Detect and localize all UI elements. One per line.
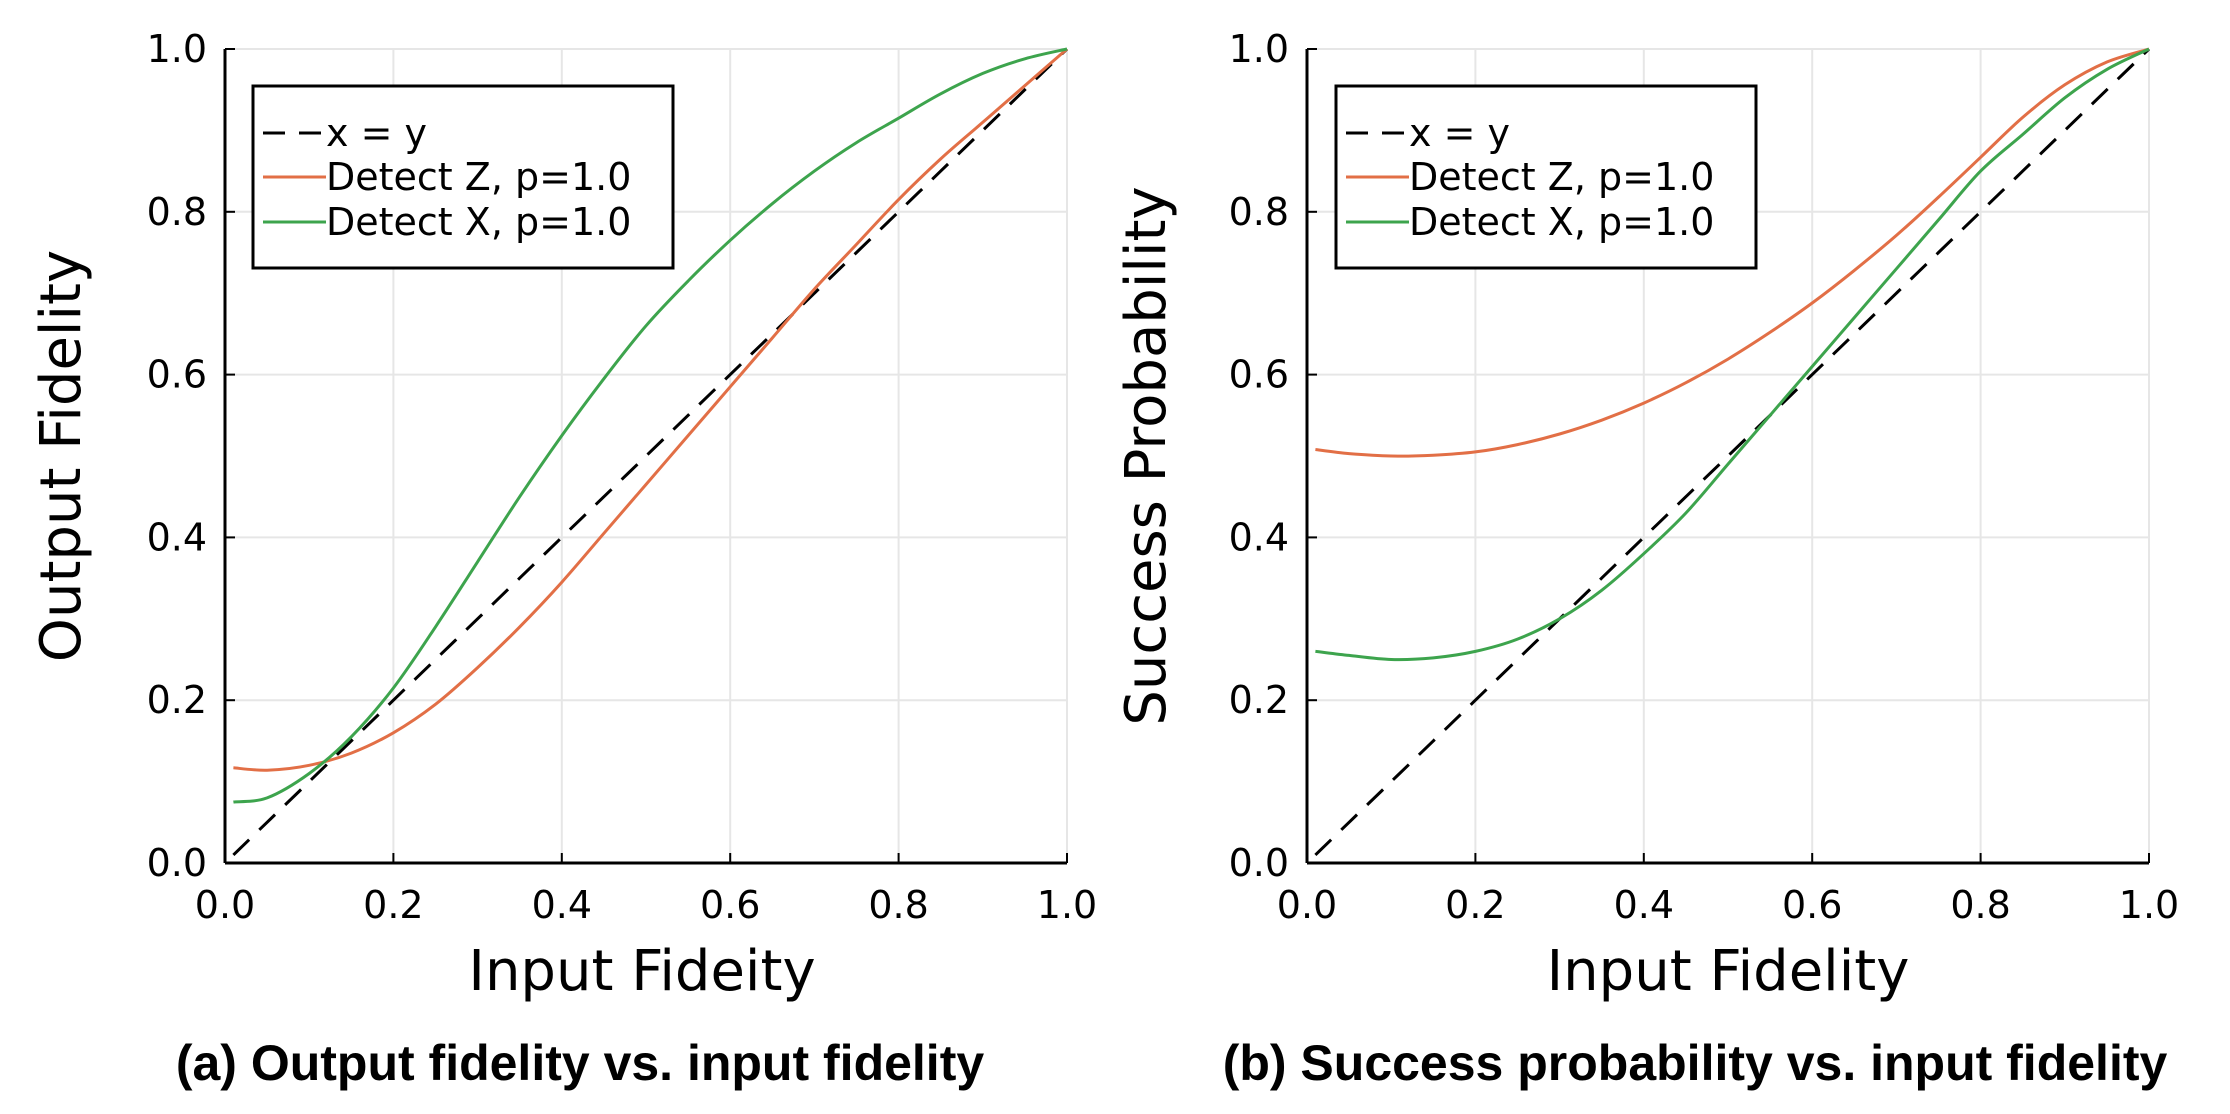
x-tick-label: 0.4 <box>1614 883 1674 927</box>
series-line-detect-z <box>233 47 1068 772</box>
series-line-detect-x <box>233 47 1068 804</box>
y-tick-label: 0.4 <box>147 515 207 559</box>
panel-b: 0.0 0.2 0.4 0.6 0.8 1.0 0.0 0.2 0.4 0.6 0.8 1.0 Inp… <box>1114 27 2179 1091</box>
x-tick-label: 0.8 <box>1950 883 2010 927</box>
x-axis-label: Input Fideity <box>468 939 815 1004</box>
x-tick-label: 0.8 <box>868 883 928 927</box>
x-tick-label: 0.4 <box>532 883 592 927</box>
axes-b <box>1305 49 2149 865</box>
y-tick-label: 0.2 <box>1229 678 1289 722</box>
x-tick-label: 1.0 <box>1037 883 1097 927</box>
y-tick-label: 0.0 <box>1229 841 1289 885</box>
caption-b: (b) Success probability vs. input fideli… <box>1223 1035 2168 1091</box>
y-tick-label: 0.8 <box>147 190 207 234</box>
y-axis-label: Output Fidelity <box>29 250 94 662</box>
x-tick-label: 1.0 <box>2119 883 2179 927</box>
y-tick-label: 0.6 <box>147 353 207 397</box>
x-tick-label: 0.0 <box>195 883 255 927</box>
x-tick-label: 0.2 <box>1445 883 1505 927</box>
y-tick-label: 0.0 <box>147 841 207 885</box>
ticks-b: 0.0 0.2 0.4 0.6 0.8 1.0 0.0 0.2 0.4 0.6 0.8 1.0 <box>1229 27 2180 927</box>
legend-label-detect-x: Detect X, p=1.0 <box>326 200 631 244</box>
legend-label-xy: x = y <box>326 111 427 155</box>
series-line-xy <box>1314 47 2151 856</box>
legend-label-xy: x = y <box>1409 111 1510 155</box>
x-axis-label: Input Fidelity <box>1547 939 1910 1004</box>
panel-a: 0.0 0.2 0.4 0.6 0.8 1.0 0.0 0.2 0.4 0.6 0.8 1.0 Inp… <box>29 27 1097 1091</box>
y-tick-label: 1.0 <box>147 27 207 71</box>
x-tick-label: 0.0 <box>1277 883 1337 927</box>
y-tick-label: 0.6 <box>1229 353 1289 397</box>
legend-label-detect-x: Detect X, p=1.0 <box>1409 200 1714 244</box>
x-tick-label: 0.6 <box>700 883 760 927</box>
axes-a <box>223 49 1067 865</box>
y-axis-label: Success Probability <box>1114 186 1179 725</box>
series-b <box>1314 47 2151 856</box>
y-tick-label: 0.2 <box>147 678 207 722</box>
series-line-xy <box>232 47 1069 856</box>
legend-b: x = y Detect Z, p=1.0 Detect X, p=1.0 <box>1334 84 1758 270</box>
legend-label-detect-z: Detect Z, p=1.0 <box>1409 155 1714 199</box>
legend-a: x = y Detect Z, p=1.0 Detect X, p=1.0 <box>251 84 675 270</box>
y-tick-label: 0.4 <box>1229 515 1289 559</box>
x-tick-label: 0.6 <box>1782 883 1842 927</box>
legend-label-detect-z: Detect Z, p=1.0 <box>326 155 631 199</box>
series-line-detect-x <box>1315 47 2150 662</box>
y-tick-label: 1.0 <box>1229 27 1289 71</box>
series-line-detect-z <box>1315 47 2150 458</box>
series-a <box>232 47 1069 856</box>
ticks-a: 0.0 0.2 0.4 0.6 0.8 1.0 0.0 0.2 0.4 0.6 0.8 1.0 <box>147 27 1098 927</box>
x-tick-label: 0.2 <box>363 883 423 927</box>
y-tick-label: 0.8 <box>1229 190 1289 234</box>
caption-a: (a) Output fidelity vs. input fidelity <box>176 1035 985 1091</box>
